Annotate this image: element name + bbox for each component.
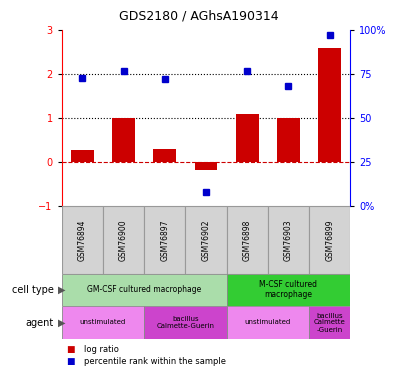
Text: GSM76897: GSM76897 [160, 219, 169, 261]
Text: GSM76898: GSM76898 [243, 219, 252, 261]
Bar [226, 274, 350, 306]
Bar [309, 206, 350, 274]
Text: ■: ■ [66, 345, 74, 354]
Bar [144, 306, 226, 339]
Bar [309, 306, 350, 339]
Bar [195, 162, 217, 170]
Bar [226, 206, 268, 274]
Text: unstimulated: unstimulated [80, 320, 126, 326]
Bar [268, 206, 309, 274]
Bar [226, 306, 309, 339]
Bar [62, 206, 103, 274]
Text: ■: ■ [66, 357, 74, 366]
Text: bacillus
Calmette-Guerin: bacillus Calmette-Guerin [156, 316, 215, 329]
Text: ▶: ▶ [58, 318, 65, 327]
Text: bacillus
Calmette
-Guerin: bacillus Calmette -Guerin [314, 312, 345, 333]
Text: GSM76903: GSM76903 [284, 219, 293, 261]
Text: GSM76899: GSM76899 [325, 219, 334, 261]
Text: unstimulated: unstimulated [245, 320, 291, 326]
Text: GDS2180 / AGhsA190314: GDS2180 / AGhsA190314 [119, 9, 279, 22]
Bar [144, 206, 185, 274]
Text: M-CSF cultured
macrophage: M-CSF cultured macrophage [259, 280, 318, 299]
Text: GSM76902: GSM76902 [201, 219, 211, 261]
Text: GSM76900: GSM76900 [119, 219, 128, 261]
Text: GSM76894: GSM76894 [78, 219, 87, 261]
Bar [153, 149, 176, 162]
Text: agent: agent [25, 318, 54, 327]
Bar [112, 118, 135, 162]
Bar [62, 306, 144, 339]
Bar [236, 114, 259, 162]
Text: cell type: cell type [12, 285, 54, 295]
Bar [103, 206, 144, 274]
Bar [62, 274, 226, 306]
Text: percentile rank within the sample: percentile rank within the sample [84, 357, 226, 366]
Bar [277, 118, 300, 162]
Text: log ratio: log ratio [84, 345, 119, 354]
Bar [71, 150, 94, 162]
Text: ▶: ▶ [58, 285, 65, 295]
Bar [185, 206, 226, 274]
Text: GM-CSF cultured macrophage: GM-CSF cultured macrophage [87, 285, 201, 294]
Bar [318, 48, 341, 162]
